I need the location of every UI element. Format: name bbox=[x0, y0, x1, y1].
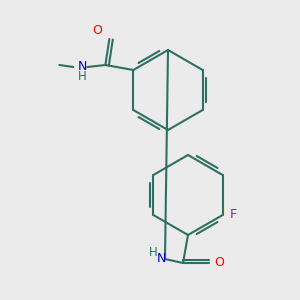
Text: F: F bbox=[230, 208, 237, 221]
Text: O: O bbox=[214, 256, 224, 269]
Text: O: O bbox=[92, 23, 102, 37]
Text: N: N bbox=[156, 253, 166, 266]
Text: H: H bbox=[78, 70, 87, 83]
Text: H: H bbox=[148, 247, 158, 260]
Text: N: N bbox=[78, 61, 87, 74]
